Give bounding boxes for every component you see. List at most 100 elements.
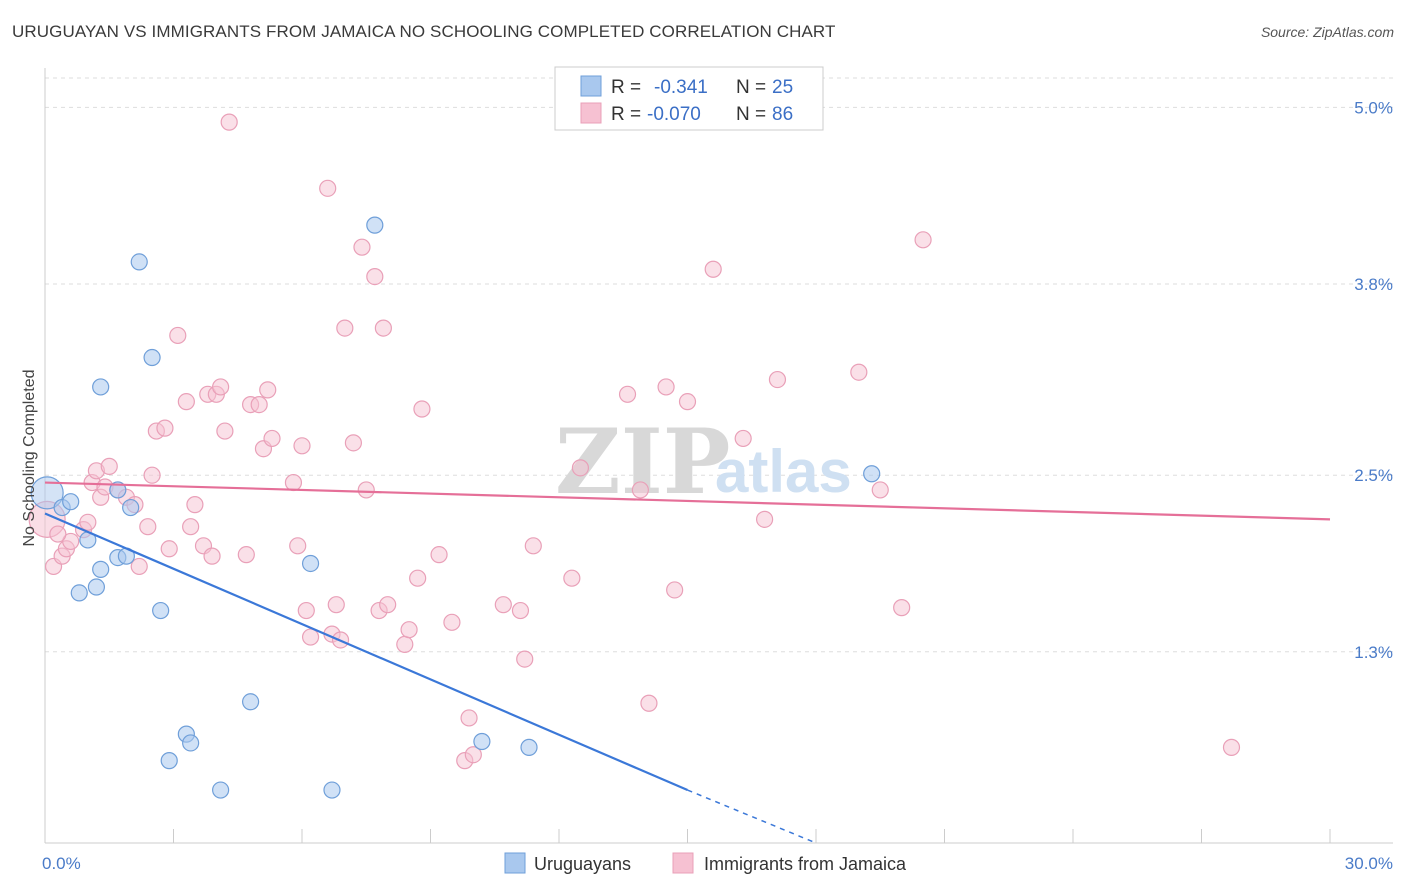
- x-tick-label-min: 0.0%: [42, 854, 81, 873]
- jamaica-point: [186, 496, 204, 514]
- uruguayan-point: [70, 584, 88, 602]
- jamaica-point: [250, 395, 268, 414]
- jamaica-point: [511, 601, 530, 620]
- axes: [44, 68, 1393, 844]
- jamaica-point: [156, 419, 174, 437]
- jamaica-point: [914, 231, 932, 249]
- jamaica-point: [443, 613, 461, 631]
- legend-r-value-1: -0.341: [654, 77, 708, 98]
- uruguayan-point: [301, 554, 320, 573]
- jamaica-point: [657, 378, 675, 396]
- uruguayan-point: [109, 481, 127, 499]
- jamaica-point: [139, 518, 157, 536]
- jamaica-point: [259, 381, 277, 399]
- bottom-legend-swatch-uruguayans: [504, 852, 526, 874]
- jamaica-point: [169, 326, 187, 345]
- jamaica-point: [366, 268, 384, 286]
- uruguayan-points: [30, 216, 881, 799]
- jamaica-point: [666, 581, 684, 599]
- uruguayan-point: [863, 465, 881, 483]
- uruguayan-point: [323, 781, 341, 799]
- jamaica-point: [216, 422, 234, 440]
- uruguayan-point: [212, 781, 230, 799]
- jamaica-point: [755, 510, 774, 528]
- jamaica-point: [344, 434, 362, 452]
- watermark-atlas: atlas: [715, 438, 852, 505]
- jamaica-point: [130, 557, 148, 576]
- bottom-legend-swatch-jamaica: [672, 852, 694, 874]
- jamaica-point: [100, 457, 118, 475]
- y-axis-label: No Schooling Completed: [21, 370, 38, 547]
- uruguayan-point: [122, 498, 140, 517]
- series-legend: Uruguayans Immigrants from Jamaica: [504, 852, 907, 874]
- legend-r-value-2: -0.070: [647, 104, 701, 125]
- jamaica-point: [640, 694, 658, 712]
- y-tick-label: 1.3%: [1354, 643, 1393, 662]
- uruguayan-point: [130, 253, 148, 271]
- jamaica-point: [160, 540, 178, 558]
- uruguayan-point: [520, 738, 538, 756]
- jamaica-point: [177, 393, 195, 411]
- uruguayan-point: [366, 216, 384, 234]
- uruguayan-point: [143, 348, 161, 367]
- jamaica-point: [237, 546, 255, 564]
- jamaica-point: [430, 546, 448, 564]
- jamaica-point: [353, 238, 371, 256]
- x-tick-labels: 0.0% 30.0%: [42, 854, 1393, 873]
- jamaica-point: [871, 481, 889, 499]
- jamaica-point: [850, 363, 868, 381]
- jamaica-point: [374, 319, 392, 337]
- jamaica-point: [319, 179, 337, 197]
- jamaica-point: [768, 370, 787, 389]
- legend-r-label-2: R =: [611, 104, 641, 125]
- legend-n-label-2: N =: [736, 104, 766, 125]
- y-tick-labels: 1.3% 2.5% 3.8% 5.0%: [1354, 98, 1393, 661]
- jamaica-point: [409, 569, 427, 587]
- uruguayan-point: [242, 693, 260, 711]
- uruguayan-point: [160, 752, 178, 770]
- jamaica-point: [212, 378, 230, 396]
- jamaica-point: [143, 466, 161, 484]
- legend-n-label-1: N =: [736, 77, 766, 98]
- jamaica-point: [494, 596, 512, 614]
- legend-swatch-jamaica: [580, 102, 602, 124]
- jamaica-point: [460, 709, 478, 727]
- legend-swatch-uruguayans: [580, 75, 602, 97]
- jamaica-point: [379, 596, 397, 614]
- correlation-legend: R = -0.341 N = 25 R = -0.070 N = 86: [554, 66, 824, 131]
- uruguayan-point: [92, 560, 110, 578]
- jamaica-point: [524, 537, 542, 555]
- uruguayan-point: [30, 476, 64, 510]
- jamaica-point: [618, 385, 637, 403]
- jamaica-point: [203, 547, 221, 565]
- bottom-legend-uruguayans: Uruguayans: [534, 854, 631, 874]
- jamaica-point: [220, 113, 238, 131]
- jamaica-point: [893, 599, 911, 617]
- y-tick-label: 3.8%: [1354, 275, 1393, 294]
- x-tick-label-max: 30.0%: [1345, 854, 1393, 873]
- legend-n-value-2: 86: [772, 104, 793, 125]
- jamaica-point: [357, 481, 375, 499]
- grid-lines: [45, 77, 1393, 653]
- jamaica-point: [413, 400, 431, 418]
- jamaica-point: [49, 525, 67, 543]
- jamaica-point: [62, 532, 80, 551]
- jamaica-point: [301, 628, 320, 646]
- legend-r-label-1: R =: [611, 77, 641, 98]
- jamaica-point: [631, 481, 649, 499]
- jamaica-point: [400, 621, 418, 639]
- uruguayan-point: [152, 601, 170, 620]
- uruguayan-point: [182, 734, 200, 752]
- jamaica-point: [284, 473, 303, 492]
- jamaica-point: [297, 601, 315, 620]
- jamaica-point: [327, 596, 345, 614]
- jamaica-point: [734, 429, 752, 448]
- y-tick-label: 2.5%: [1354, 466, 1393, 485]
- jamaica-point: [182, 518, 200, 536]
- bottom-legend-jamaica: Immigrants from Jamaica: [704, 854, 907, 874]
- uruguayan-point: [87, 578, 106, 596]
- jamaica-point: [293, 437, 311, 455]
- uruguayan-point: [473, 732, 491, 751]
- uruguayan-point: [62, 493, 80, 511]
